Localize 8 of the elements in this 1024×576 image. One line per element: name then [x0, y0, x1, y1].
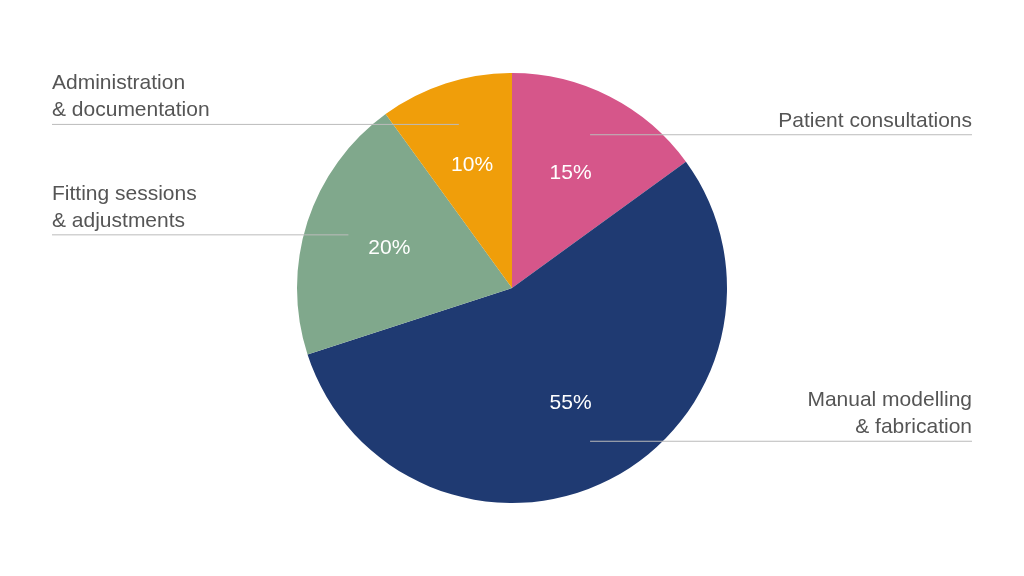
slice-label: Administration & documentation	[52, 70, 210, 121]
slice-label: Fitting sessions & adjustments	[52, 180, 197, 231]
data-label: 55%	[549, 389, 592, 413]
slice-label: Patient consultations	[778, 107, 972, 131]
data-label: 20%	[368, 234, 411, 258]
slice-label: Manual modelling & fabrication	[807, 387, 972, 438]
data-label: 15%	[549, 159, 592, 183]
data-label: 10%	[451, 152, 494, 176]
